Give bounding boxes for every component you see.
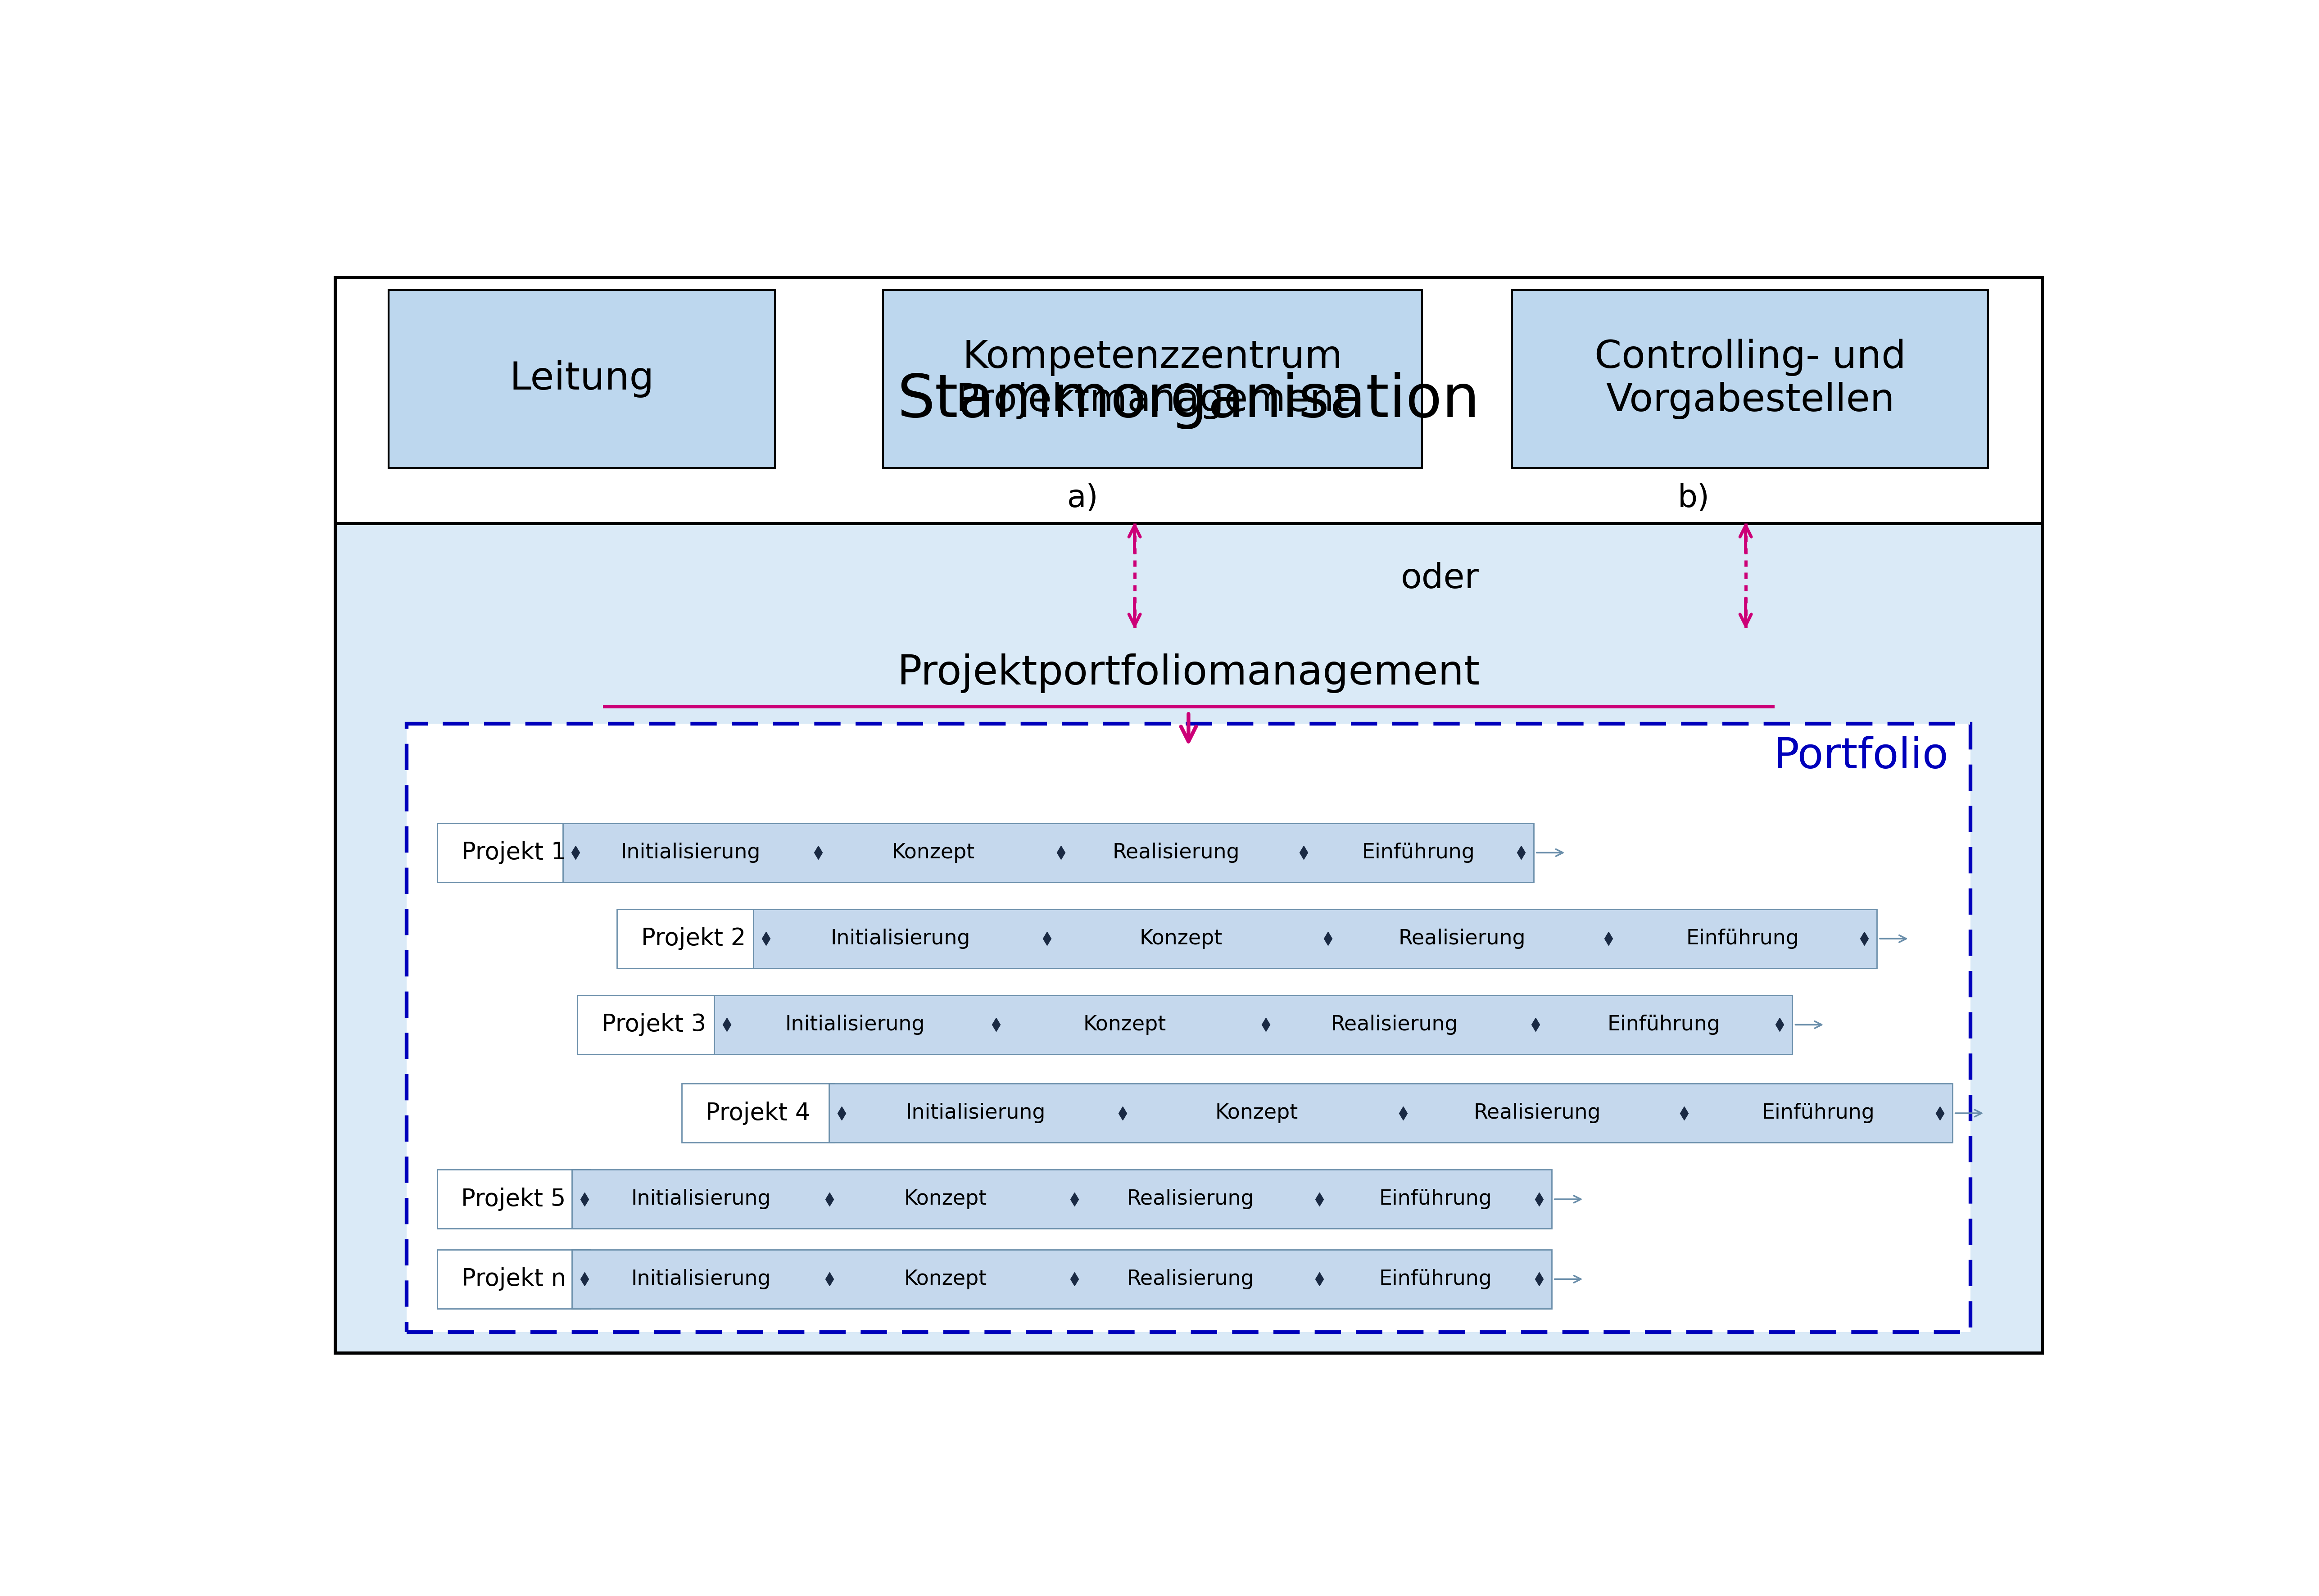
Text: Controlling- und
Vorgabestellen: Controlling- und Vorgabestellen [1595, 338, 1906, 420]
FancyBboxPatch shape [682, 1084, 835, 1143]
FancyBboxPatch shape [577, 996, 730, 1055]
Text: Einführung: Einführung [1361, 843, 1475, 863]
Text: Einführung: Einführung [1380, 1269, 1491, 1290]
FancyBboxPatch shape [1512, 290, 1987, 468]
Text: Realisierung: Realisierung [1475, 1103, 1600, 1124]
Text: Leitung: Leitung [510, 361, 654, 397]
Text: b): b) [1677, 484, 1709, 514]
Text: Realisierung: Realisierung [1331, 1015, 1459, 1034]
FancyBboxPatch shape [573, 1170, 1551, 1229]
Text: Projekt 2: Projekt 2 [640, 927, 747, 950]
FancyBboxPatch shape [617, 910, 770, 969]
FancyBboxPatch shape [390, 290, 775, 468]
FancyBboxPatch shape [438, 824, 589, 883]
Text: Initialisierung: Initialisierung [907, 1103, 1046, 1124]
Text: Initialisierung: Initialisierung [631, 1189, 770, 1210]
Text: Realisierung: Realisierung [1127, 1189, 1255, 1210]
Text: Konzept: Konzept [904, 1189, 988, 1210]
Text: Einführung: Einführung [1380, 1189, 1491, 1210]
FancyBboxPatch shape [564, 824, 1533, 883]
FancyBboxPatch shape [754, 910, 1876, 969]
Text: Einführung: Einführung [1686, 929, 1800, 950]
Text: Initialisierung: Initialisierung [631, 1269, 770, 1290]
FancyBboxPatch shape [714, 996, 1793, 1055]
Text: Konzept: Konzept [893, 843, 974, 863]
Text: Initialisierung: Initialisierung [621, 843, 761, 863]
Text: Realisierung: Realisierung [1127, 1269, 1255, 1290]
Text: Kompetenzzentrum
Projektmanagement: Kompetenzzentrum Projektmanagement [955, 338, 1350, 420]
Text: Einführung: Einführung [1762, 1103, 1874, 1124]
Text: oder: oder [1401, 562, 1480, 595]
Text: Projekt 4: Projekt 4 [705, 1101, 809, 1125]
Text: Projektportfoliomanagement: Projektportfoliomanagement [897, 653, 1480, 693]
FancyBboxPatch shape [334, 278, 2043, 523]
FancyBboxPatch shape [884, 290, 1422, 468]
FancyBboxPatch shape [406, 723, 1971, 1333]
Text: Projekt 3: Projekt 3 [601, 1013, 705, 1036]
Text: Projekt 5: Projekt 5 [461, 1187, 566, 1211]
Text: Konzept: Konzept [1139, 929, 1222, 950]
Text: Projekt n: Projekt n [461, 1267, 566, 1291]
Text: Realisierung: Realisierung [1113, 843, 1241, 863]
FancyBboxPatch shape [830, 1084, 1953, 1143]
FancyBboxPatch shape [438, 1170, 589, 1229]
Text: a): a) [1067, 484, 1099, 514]
Text: Portfolio: Portfolio [1774, 736, 1948, 777]
Text: Realisierung: Realisierung [1398, 929, 1526, 950]
Text: Konzept: Konzept [1215, 1103, 1299, 1124]
Text: Initialisierung: Initialisierung [786, 1015, 925, 1034]
FancyBboxPatch shape [438, 1250, 589, 1309]
Text: Projekt 1: Projekt 1 [461, 841, 566, 865]
Text: Stammorganisation: Stammorganisation [897, 372, 1480, 429]
FancyBboxPatch shape [334, 523, 2043, 1353]
Text: Konzept: Konzept [1083, 1015, 1166, 1034]
Text: Konzept: Konzept [904, 1269, 988, 1290]
Text: Einführung: Einführung [1607, 1015, 1721, 1034]
FancyBboxPatch shape [573, 1250, 1551, 1309]
Text: Initialisierung: Initialisierung [830, 929, 969, 950]
